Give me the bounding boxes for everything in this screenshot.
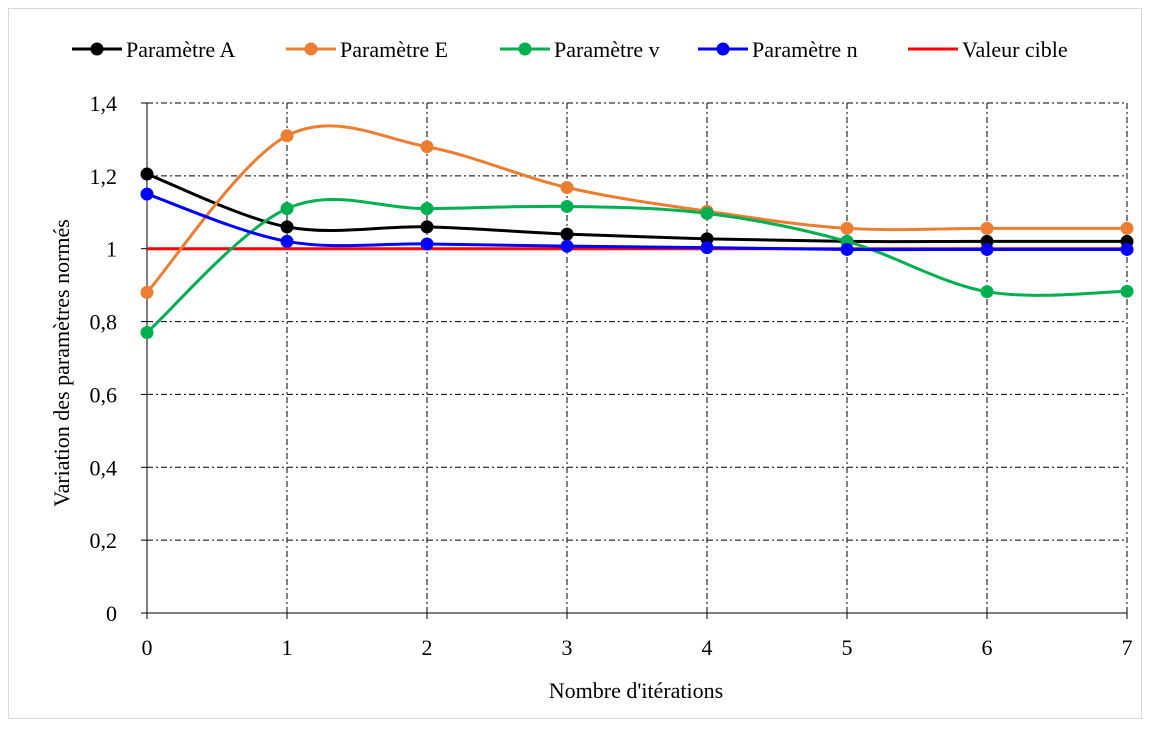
- y-tick-label: 1,2: [90, 164, 118, 189]
- series-line-param-tre-v: [146, 198, 1128, 334]
- legend-label-param-tre-a: Paramètre A: [126, 37, 235, 62]
- data-point-param-tre-n: [280, 234, 294, 248]
- data-point-param-tre-e: [560, 181, 574, 195]
- legend-marker-param-tre-e: [304, 42, 318, 56]
- legend-marker-param-tre-a: [90, 42, 104, 56]
- x-tick-label: 1: [282, 635, 293, 660]
- legend-label-param-tre-v: Paramètre v: [554, 37, 660, 62]
- data-point-param-tre-n: [840, 242, 854, 256]
- y-tick-label: 0,4: [90, 455, 118, 480]
- legend: Paramètre A Paramètre E Paramètre v Paramèt…: [72, 37, 1068, 62]
- data-point-param-tre-a: [140, 167, 154, 181]
- y-tick-label: 0: [106, 601, 117, 626]
- y-tick-label: 0,8: [90, 310, 118, 335]
- legend-marker-param-tre-v: [518, 42, 532, 56]
- data-point-param-tre-a: [420, 220, 434, 234]
- y-tick-label: 0,6: [90, 382, 118, 407]
- data-point-param-tre-e: [980, 221, 994, 235]
- data-point-param-tre-e: [840, 221, 854, 235]
- legend-marker-param-tre-n: [716, 42, 730, 56]
- tick-labels: 0 0,2 0,4 0,6 0,8 1 1,2 1,4 0 1 2 3 4 5 6 7: [90, 91, 1133, 660]
- data-point-param-tre-e: [140, 285, 154, 299]
- chart-frame: [8, 8, 1142, 719]
- data-point-param-tre-v: [280, 202, 294, 216]
- x-tick-label: 2: [422, 635, 433, 660]
- legend-label-param-tre-n: Paramètre n: [752, 37, 858, 62]
- data-point-param-tre-v: [560, 199, 574, 213]
- data-point-param-tre-e: [1120, 221, 1134, 235]
- data-point-param-tre-v: [980, 285, 994, 299]
- x-tick-label: 7: [1122, 635, 1133, 660]
- x-tick-label: 0: [142, 635, 153, 660]
- data-point-param-tre-v: [420, 202, 434, 216]
- data-point-param-tre-v: [1120, 284, 1134, 298]
- series-markers: [140, 129, 1134, 339]
- data-point-param-tre-n: [560, 239, 574, 253]
- data-point-param-tre-e: [420, 140, 434, 154]
- data-point-param-tre-v: [140, 326, 154, 339]
- data-point-param-tre-n: [700, 241, 714, 255]
- y-tick-label: 1: [106, 237, 117, 262]
- axes: [141, 102, 1128, 619]
- legend-label-valeur-cible: Valeur cible: [962, 37, 1068, 62]
- x-tick-label: 5: [842, 635, 853, 660]
- data-point-param-tre-n: [420, 237, 434, 251]
- y-tick-label: 1,4: [90, 91, 118, 116]
- x-axis-title: Nombre d'itérations: [549, 678, 723, 703]
- data-point-param-tre-a: [560, 227, 574, 241]
- y-tick-label: 0,2: [90, 528, 118, 553]
- data-point-param-tre-v: [700, 206, 714, 220]
- series-lines: [145, 124, 1128, 334]
- data-point-param-tre-e: [280, 129, 294, 143]
- data-point-param-tre-n: [980, 242, 994, 256]
- gridlines: [147, 102, 1128, 613]
- x-tick-label: 6: [982, 635, 993, 660]
- y-axis-title: Variation des paramètres normés: [49, 219, 74, 507]
- data-point-param-tre-n: [140, 187, 154, 201]
- data-point-param-tre-n: [1120, 242, 1134, 256]
- legend-label-param-tre-e: Paramètre E: [340, 37, 448, 62]
- x-tick-label: 4: [702, 635, 713, 660]
- data-point-param-tre-a: [280, 220, 294, 234]
- x-tick-label: 3: [562, 635, 573, 660]
